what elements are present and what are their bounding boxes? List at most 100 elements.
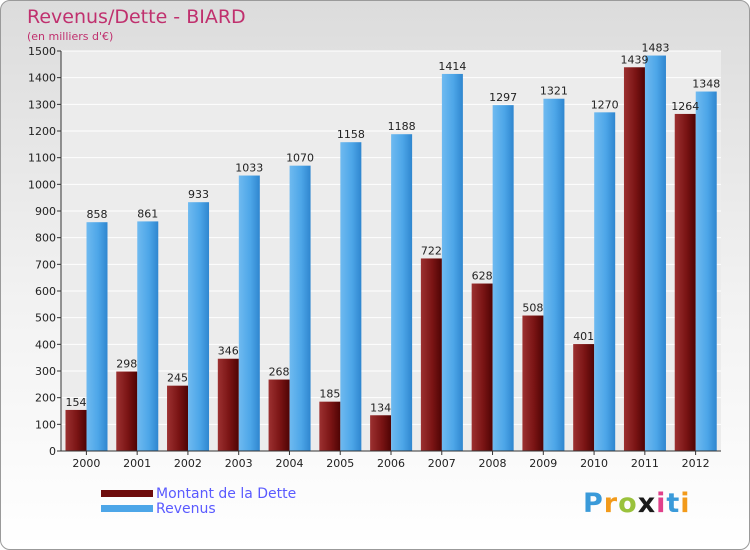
y-tick-label: 200 [35, 392, 56, 405]
bar-revenue [441, 73, 463, 451]
x-tick-label: 2006 [377, 457, 405, 470]
data-label-revenue: 1070 [286, 152, 314, 165]
bar-debt [420, 258, 442, 451]
bars [65, 55, 717, 452]
y-tick-label: 1300 [28, 98, 56, 111]
chart-title: Revenus/Dette - BIARD [27, 6, 246, 28]
y-tick-label: 1100 [28, 152, 56, 165]
x-tick-label: 2000 [72, 457, 100, 470]
x-tick-label: 2008 [479, 457, 507, 470]
bar-debt [217, 358, 239, 451]
data-label-revenue: 861 [137, 207, 158, 220]
data-label-revenue: 1483 [641, 42, 669, 55]
plot-area [61, 51, 721, 451]
brand-logo-letter: P [583, 488, 604, 519]
bar-revenue [289, 165, 311, 451]
bar-debt [116, 371, 138, 451]
data-label-revenue: 1158 [337, 128, 365, 141]
bar-debt [167, 385, 189, 451]
data-label-revenue: 1033 [235, 162, 263, 175]
legend-swatch-debt [101, 490, 153, 497]
y-tick-label: 100 [35, 418, 56, 431]
bar-revenue [188, 202, 210, 451]
legend-swatch-revenue [101, 505, 153, 512]
y-tick-label: 700 [35, 258, 56, 271]
data-label-revenue: 1321 [540, 85, 568, 98]
bar-debt [65, 409, 87, 451]
x-tick-label: 2004 [275, 457, 303, 470]
x-tick-label: 2010 [580, 457, 608, 470]
axes [57, 50, 721, 455]
data-label-debt: 1264 [671, 100, 699, 113]
data-label-revenue: 1414 [438, 60, 466, 73]
chart-subtitle: (en milliers d'€) [27, 30, 114, 43]
x-tick-label: 2007 [428, 457, 456, 470]
data-label-debt: 298 [116, 358, 137, 371]
brand-logo-letter: i [656, 488, 667, 519]
data-label-debt: 134 [370, 401, 391, 414]
y-tick-label: 1200 [28, 125, 56, 138]
x-tick-label: 2003 [225, 457, 253, 470]
y-tick-label: 500 [35, 312, 56, 325]
legend-label-debt: Montant de la Dette [156, 486, 297, 502]
brand-logo: Proxiti [583, 488, 691, 519]
y-tick-label: 300 [35, 365, 56, 378]
y-tick-label: 0 [49, 445, 56, 458]
bar-revenue [137, 221, 159, 451]
labels: 0 100 200 300 400 500 600 700 800 900 1000 1100 1200… [28, 42, 720, 470]
bar-debt [370, 415, 392, 451]
brand-logo-letter: x [637, 488, 657, 519]
brand-logo-letter: t [666, 488, 681, 519]
brand-logo-letter: o [618, 488, 638, 519]
bar-revenue [644, 55, 666, 452]
bar-debt [674, 113, 696, 451]
y-tick-label: 1500 [28, 45, 56, 58]
data-label-revenue: 1348 [692, 78, 720, 91]
data-label-debt: 185 [319, 388, 340, 401]
grid-lines [61, 50, 721, 452]
y-tick-label: 400 [35, 338, 56, 351]
bar-revenue [391, 134, 413, 451]
bar-revenue [86, 222, 108, 451]
data-label-debt: 508 [522, 302, 543, 315]
data-label-debt: 268 [269, 366, 290, 379]
x-tick-label: 2001 [123, 457, 151, 470]
data-label-debt: 245 [167, 372, 188, 385]
brand-logo-letter: r [603, 488, 619, 519]
bar-revenue [238, 175, 260, 452]
bar-revenue [594, 112, 616, 451]
data-label-debt: 154 [66, 396, 87, 409]
bar-debt [471, 283, 493, 451]
data-label-revenue: 1297 [489, 91, 517, 104]
y-tick-label: 900 [35, 205, 56, 218]
bar-debt [623, 67, 645, 452]
y-tick-label: 800 [35, 232, 56, 245]
data-label-revenue: 858 [87, 208, 108, 221]
data-label-revenue: 1188 [388, 120, 416, 133]
y-tick-label: 600 [35, 285, 56, 298]
x-tick-label: 2002 [174, 457, 202, 470]
brand-logo-letter: i [680, 488, 691, 519]
bar-debt [319, 401, 341, 451]
data-label-revenue: 933 [188, 188, 209, 201]
bar-revenue [695, 91, 717, 452]
bar-debt [522, 315, 544, 451]
legend-label-revenue: Revenus [156, 501, 216, 517]
y-tick-label: 1000 [28, 178, 56, 191]
data-label-debt: 346 [218, 345, 239, 358]
data-label-debt: 722 [421, 244, 442, 257]
data-label-debt: 401 [573, 330, 594, 343]
bar-revenue [340, 142, 362, 451]
x-tick-label: 2011 [631, 457, 659, 470]
bar-revenue [543, 98, 565, 451]
data-label-debt: 1439 [620, 53, 648, 66]
x-tick-label: 2012 [682, 457, 710, 470]
x-tick-label: 2005 [326, 457, 354, 470]
bar-debt [268, 379, 290, 451]
y-tick-label: 1400 [28, 72, 56, 85]
bar-revenue [492, 105, 514, 451]
data-label-debt: 628 [472, 270, 493, 283]
data-label-revenue: 1270 [591, 98, 619, 111]
